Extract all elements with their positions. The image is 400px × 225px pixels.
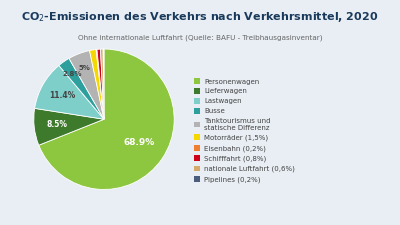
Wedge shape: [97, 49, 104, 119]
Wedge shape: [34, 108, 104, 145]
Legend: Personenwagen, Lieferwagen, Lastwagen, Busse, Tanktourismus und
statische Differ: Personenwagen, Lieferwagen, Lastwagen, B…: [194, 78, 296, 183]
Wedge shape: [90, 50, 104, 119]
Wedge shape: [59, 58, 104, 119]
Wedge shape: [35, 65, 104, 119]
Text: 68.9%: 68.9%: [123, 138, 154, 147]
Text: 5%: 5%: [78, 65, 90, 71]
Text: CO$_2$-Emissionen des Verkehrs nach Verkehrsmittel, 2020: CO$_2$-Emissionen des Verkehrs nach Verk…: [21, 10, 379, 24]
Text: 11.4%: 11.4%: [49, 91, 76, 100]
Text: 8.5%: 8.5%: [46, 120, 67, 129]
Wedge shape: [69, 51, 104, 119]
Wedge shape: [39, 49, 174, 189]
Wedge shape: [103, 49, 104, 119]
Wedge shape: [100, 49, 104, 119]
Wedge shape: [96, 50, 104, 119]
Text: 2.8%: 2.8%: [63, 71, 82, 77]
Text: Ohne internationale Luftfahrt (Quelle: BAFU - Treibhausgasinventar): Ohne internationale Luftfahrt (Quelle: B…: [78, 35, 322, 41]
